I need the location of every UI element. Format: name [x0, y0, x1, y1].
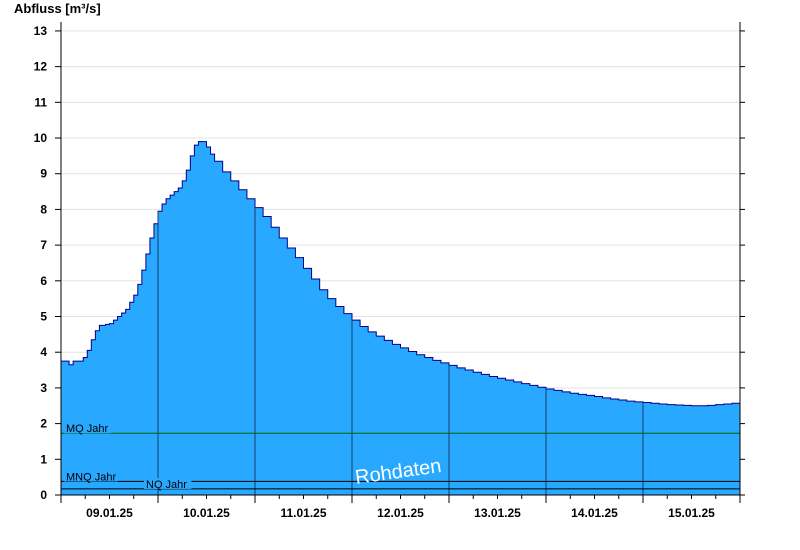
y-tick-label: 9: [40, 167, 47, 181]
day-divider-lines: [157, 207, 644, 495]
y-tick-label: 4: [40, 345, 47, 359]
x-tick-label: 09.01.25: [86, 506, 133, 520]
x-tick-label: 11.01.25: [280, 506, 326, 520]
y-tick-label: 6: [40, 274, 47, 288]
reference-label: NQ Jahr: [146, 479, 187, 491]
y-tick-label: 3: [40, 381, 47, 395]
reference-label: MNQ Jahr: [66, 471, 116, 483]
y-tick-label: 0: [40, 488, 47, 502]
reference-label-bg: [64, 470, 118, 482]
y-axis-label: Abfluss [m³/s]: [14, 1, 101, 16]
discharge-area: [61, 141, 740, 495]
reference-lines: MQ Jahr MNQ Jahr NQ Jahr: [61, 422, 740, 491]
y-tick-label: 10: [34, 131, 48, 145]
reference-label-bg: [144, 477, 192, 489]
x-tick-label: 12.01.25: [377, 506, 424, 520]
discharge-line: [61, 141, 740, 407]
x-tick-label: 14.01.25: [571, 506, 618, 520]
y-tick-label: 8: [40, 202, 47, 216]
y-tick-label: 5: [40, 310, 47, 324]
y-tick-label: 2: [40, 417, 47, 431]
x-tick-label: 15.01.25: [668, 506, 715, 520]
x-tick-label: 10.01.25: [183, 506, 230, 520]
y-tick-label: 12: [34, 60, 48, 74]
x-axis-ticks: 09.01.25 10.01.25 11.01.25 12.01.25 13.01.25…: [60, 495, 741, 520]
y-tick-label: 1: [40, 452, 47, 466]
y-tick-label: 13: [34, 24, 48, 38]
reference-label: MQ Jahr: [66, 423, 109, 435]
y-tick-label: 7: [40, 238, 47, 252]
reference-label-bg: [64, 422, 112, 434]
x-tick-label: 13.01.25: [474, 506, 521, 520]
y-tick-label: 11: [34, 95, 47, 109]
